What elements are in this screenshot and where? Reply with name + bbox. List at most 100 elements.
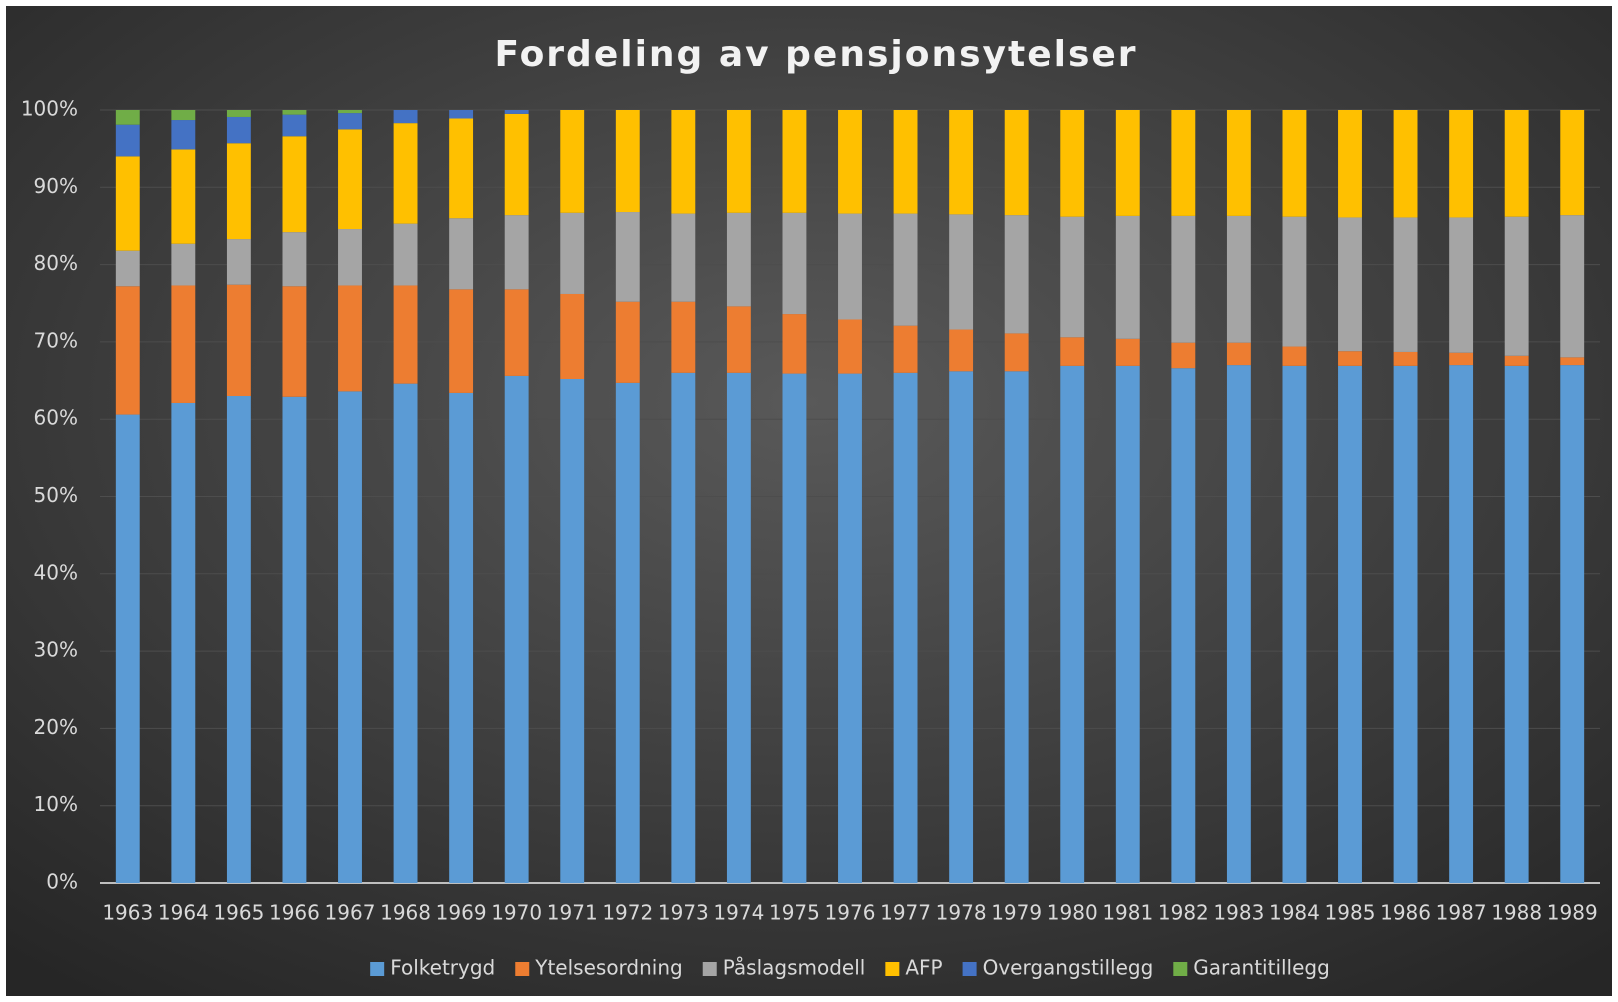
bar-segment bbox=[671, 301, 696, 373]
x-tick-label: 1964 bbox=[158, 901, 209, 925]
legend-swatch bbox=[885, 962, 900, 976]
bar-segment bbox=[726, 110, 751, 213]
bar-segment bbox=[671, 110, 696, 214]
bar-segment bbox=[893, 325, 918, 373]
bar-segment bbox=[226, 239, 251, 285]
x-tick-label: 1989 bbox=[1547, 901, 1598, 925]
x-tick-label: 1983 bbox=[1213, 901, 1264, 925]
x-tick-label: 1974 bbox=[713, 901, 764, 925]
bar-segment bbox=[115, 124, 140, 157]
bar-segment bbox=[1282, 216, 1307, 347]
bar-segment bbox=[1060, 216, 1085, 338]
bar-segment bbox=[949, 329, 974, 372]
x-tick-label: 1973 bbox=[658, 901, 709, 925]
x-tick-label: 1981 bbox=[1102, 901, 1153, 925]
bar-segment bbox=[1393, 217, 1418, 352]
bar-segment bbox=[115, 250, 140, 287]
bar-segment bbox=[393, 123, 418, 224]
bar-segment bbox=[226, 396, 251, 883]
y-tick-label: 20% bbox=[34, 715, 78, 739]
bar-segment bbox=[782, 110, 807, 213]
bar-segment bbox=[504, 110, 529, 114]
bar-segment bbox=[1282, 365, 1307, 883]
x-tick-label: 1966 bbox=[269, 901, 320, 925]
bar-segment bbox=[171, 120, 196, 150]
bar-segment bbox=[338, 129, 362, 230]
chart-title: Fordeling av pensjonsytelser bbox=[494, 34, 1137, 75]
bar-segment bbox=[838, 213, 862, 320]
x-tick-label: 1984 bbox=[1269, 901, 1320, 925]
bar-segment bbox=[338, 229, 362, 286]
bar-segment bbox=[171, 149, 196, 244]
bar-segment bbox=[393, 223, 418, 286]
x-tick-label: 1971 bbox=[547, 901, 598, 925]
bar-segment bbox=[838, 319, 862, 374]
bar-segment bbox=[1282, 346, 1307, 366]
x-tick-label: 1972 bbox=[602, 901, 653, 925]
bar-segment bbox=[504, 375, 529, 883]
legend-label: Påslagsmodell bbox=[723, 956, 866, 980]
bar-segment bbox=[1004, 110, 1029, 216]
x-tick-label: 1979 bbox=[991, 901, 1042, 925]
bar-segment bbox=[338, 285, 362, 392]
x-tick-label: 1976 bbox=[825, 901, 876, 925]
bar-segment bbox=[1115, 215, 1140, 339]
bar-segment bbox=[1171, 215, 1196, 343]
bar-segment bbox=[115, 414, 140, 883]
bar-segment bbox=[504, 215, 529, 290]
bar-segment bbox=[1560, 365, 1585, 884]
bar-segment bbox=[393, 110, 418, 124]
bar-segment bbox=[1115, 365, 1140, 883]
bar-segment bbox=[115, 156, 140, 251]
bar-segment bbox=[393, 285, 418, 384]
legend-label: Folketrygd bbox=[390, 956, 495, 980]
bar-segment bbox=[1171, 342, 1196, 369]
bar-segment bbox=[1560, 357, 1585, 366]
x-tick-label: 1988 bbox=[1491, 901, 1542, 925]
bar-segment bbox=[504, 113, 529, 216]
bar-segment bbox=[1560, 110, 1585, 216]
bar-segment bbox=[171, 243, 196, 286]
y-tick-label: 30% bbox=[34, 638, 78, 662]
bar-segment bbox=[449, 289, 474, 393]
bar-segment bbox=[838, 110, 862, 214]
bar-segment bbox=[1393, 351, 1418, 366]
bar-segment bbox=[893, 372, 918, 883]
bar-segment bbox=[1449, 352, 1474, 366]
bar-segment bbox=[226, 110, 251, 117]
legend-swatch bbox=[1173, 962, 1188, 976]
bar-segment bbox=[1004, 371, 1029, 883]
bar-segment bbox=[1504, 365, 1529, 883]
bar-segment bbox=[1226, 365, 1251, 884]
bar-segment bbox=[449, 218, 474, 290]
x-tick-label: 1986 bbox=[1380, 901, 1431, 925]
bar-segment bbox=[282, 232, 307, 287]
bar-segment bbox=[1004, 333, 1029, 372]
bar-segment bbox=[615, 212, 640, 302]
bar-segment bbox=[115, 286, 140, 415]
bar-segment bbox=[449, 118, 474, 219]
bar-segment bbox=[1226, 110, 1251, 216]
bar-segment bbox=[393, 383, 418, 883]
bar-segment bbox=[282, 396, 307, 883]
bar-segment bbox=[1004, 215, 1029, 334]
bar-segment bbox=[1504, 216, 1529, 356]
bar-segment bbox=[949, 110, 974, 215]
bar-segment bbox=[615, 110, 640, 213]
x-tick-label: 1978 bbox=[936, 901, 987, 925]
bar-segment bbox=[1171, 368, 1196, 883]
bar-segment bbox=[1226, 342, 1251, 366]
y-tick-label: 50% bbox=[34, 483, 78, 507]
bar-segment bbox=[449, 110, 474, 119]
bar-segment bbox=[1504, 355, 1529, 366]
legend-label: Garantitillegg bbox=[1193, 956, 1330, 980]
bar-segment bbox=[615, 382, 640, 883]
bar-segment bbox=[726, 306, 751, 373]
bar-segment bbox=[1115, 110, 1140, 216]
bar-segment bbox=[949, 371, 974, 883]
x-tick-label: 1969 bbox=[436, 901, 487, 925]
y-tick-label: 10% bbox=[34, 792, 78, 816]
y-tick-label: 90% bbox=[34, 174, 78, 198]
bar-segment bbox=[1171, 110, 1196, 216]
bar-segment bbox=[282, 136, 307, 233]
